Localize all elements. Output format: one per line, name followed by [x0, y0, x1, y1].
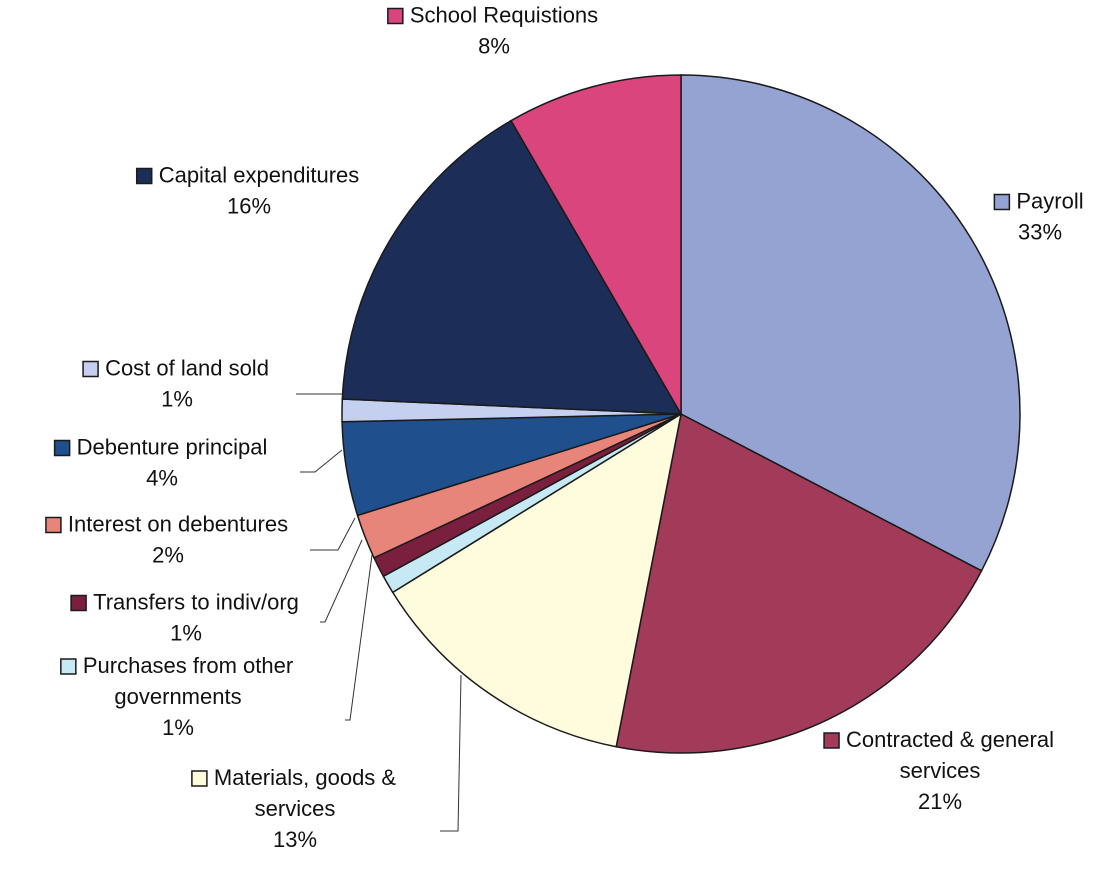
label-percent: 1%: [170, 620, 202, 645]
label-cost-of-land-sold: Cost of land sold 1%: [82, 355, 269, 411]
legend-swatch-icon: [191, 770, 208, 787]
label-text: services: [900, 758, 981, 783]
label-capital-expenditures: Capital expenditures 16%: [135, 162, 360, 218]
leader-line-debenture-principal: [300, 449, 343, 473]
label-text: Payroll: [1016, 188, 1083, 213]
label-percent: 21%: [918, 789, 962, 814]
label-transfers-to-indiv-org: Transfers to indiv/org 1%: [70, 589, 299, 645]
label-percent: 13%: [273, 827, 317, 852]
label-text: Capital expenditures: [159, 162, 360, 187]
label-percent: 8%: [478, 33, 510, 58]
label-text: governments: [114, 684, 241, 709]
label-debenture-principal: Debenture principal 4%: [53, 434, 268, 490]
legend-swatch-icon: [82, 360, 99, 378]
label-payroll: Payroll 33%: [993, 188, 1084, 244]
leader-line-materials-goods-services: [440, 674, 462, 832]
label-text: Cost of land sold: [105, 355, 269, 380]
label-percent: 1%: [161, 386, 193, 411]
label-percent: 33%: [1018, 219, 1062, 244]
label-text: Interest on debentures: [68, 511, 288, 536]
label-text: Debenture principal: [77, 434, 268, 459]
legend-swatch-icon: [60, 658, 77, 675]
leader-line-transfers-to-indiv-org: [320, 539, 363, 623]
legend-swatch-icon: [135, 167, 153, 185]
slice-payroll: [680, 74, 1021, 572]
legend-swatch-icon: [45, 516, 62, 534]
label-contracted-general-services: Contracted & general services 21%: [823, 727, 1054, 814]
label-text: services: [255, 796, 336, 821]
label-purchases-from-other-governments: Purchases from other governments 1%: [60, 653, 293, 740]
slice-capital-expenditures: [341, 119, 683, 415]
label-text: School Requistions: [410, 2, 598, 27]
label-text: Transfers to indiv/org: [93, 589, 299, 614]
label-text: Contracted & general: [846, 727, 1054, 752]
legend-swatch-icon: [53, 439, 71, 457]
legend-swatch-icon: [993, 193, 1011, 211]
label-text: Purchases from other: [83, 653, 293, 678]
legend-swatch-icon: [387, 7, 404, 25]
leader-line-interest-on-debentures: [310, 517, 356, 551]
label-percent: 1%: [162, 715, 194, 740]
pie-slices: [341, 74, 1021, 754]
legend-swatch-icon: [70, 594, 87, 612]
label-percent: 2%: [152, 542, 184, 567]
slice-materials-goods-services: [391, 412, 683, 748]
leader-line-purchases-from-other-governments: [345, 554, 373, 721]
slice-contracted-general-services: [615, 412, 983, 754]
label-percent: 16%: [227, 193, 271, 218]
label-materials-goods-services: Materials, goods & services 13%: [191, 765, 397, 852]
legend-swatch-icon: [823, 732, 840, 749]
label-school-requistions: School Requistions 8%: [387, 2, 598, 58]
slice-labels: Payroll 33% Contracted & general services 21…: [45, 2, 1084, 852]
label-interest-on-debentures: Interest on debentures 2%: [45, 511, 288, 567]
label-text: Materials, goods &: [214, 765, 397, 790]
label-percent: 4%: [146, 465, 178, 490]
leader-lines: [296, 393, 462, 832]
slice-school-requistions: [510, 74, 682, 417]
